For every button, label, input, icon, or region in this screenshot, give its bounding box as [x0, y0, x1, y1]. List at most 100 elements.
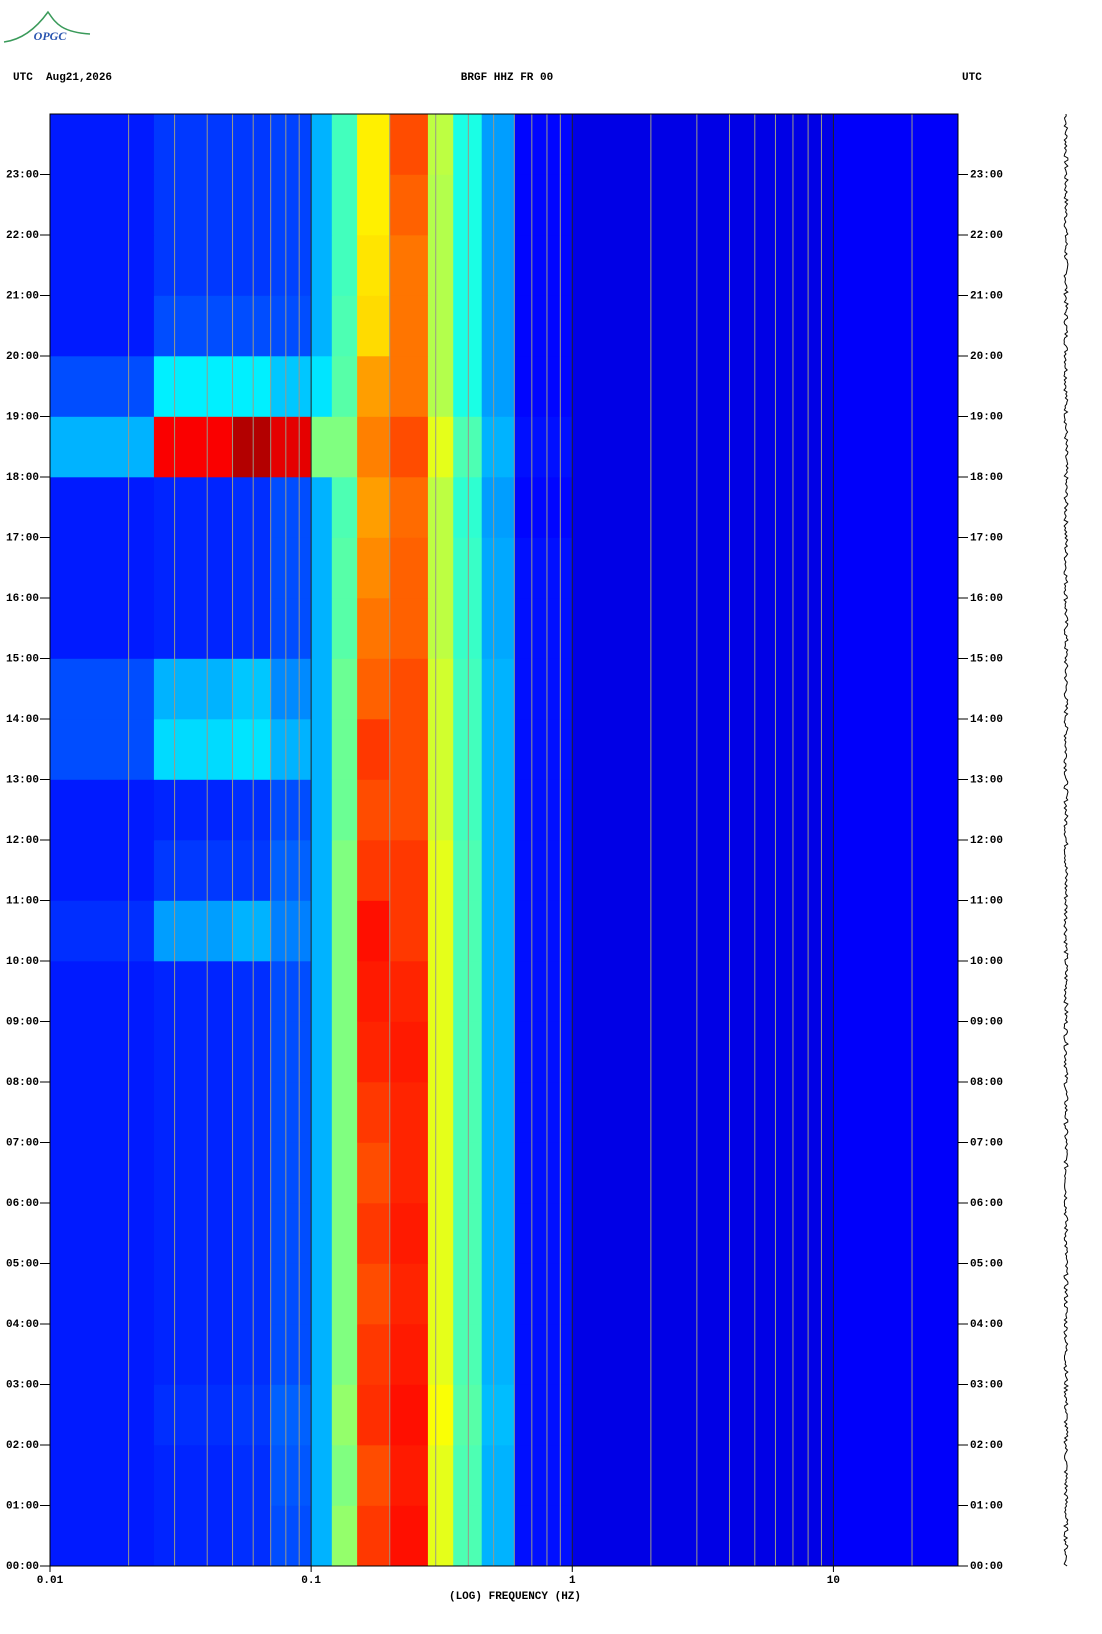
y-tick-label: 13:00 [6, 774, 39, 786]
spectrogram-cell [453, 356, 483, 417]
y-tick-label: 07:00 [6, 1137, 39, 1149]
spectrogram-cell [270, 961, 312, 1022]
spectrogram-cell [153, 235, 233, 296]
spectrogram-cell [572, 1082, 698, 1143]
y-tick-label: 15:00 [970, 653, 1003, 665]
spectrogram-cell [232, 416, 271, 478]
spectrogram-cell [153, 537, 233, 599]
spectrogram-cell [833, 779, 959, 841]
spectrogram-cell [427, 1445, 454, 1506]
spectrogram-cell [514, 900, 573, 962]
spectrogram-cell [427, 779, 454, 841]
spectrogram-cell [311, 1021, 333, 1083]
spectrogram-cell [357, 840, 391, 901]
spectrogram-cell [153, 1505, 233, 1567]
y-tick-label: 10:00 [6, 956, 39, 968]
spectrogram-cell [696, 356, 834, 417]
spectrogram-cell [270, 598, 312, 659]
spectrogram-cell [514, 1082, 573, 1143]
spectrogram-cell [389, 961, 429, 1022]
spectrogram-cell [232, 1324, 271, 1385]
spectrogram-cell [481, 598, 515, 659]
spectrogram-cell [311, 235, 333, 296]
spectrogram-cell [50, 537, 155, 599]
spectrogram-cell [153, 1203, 233, 1264]
y-tick-label: 14:00 [6, 714, 39, 726]
header-left: UTC Aug21,2026 [13, 72, 112, 84]
spectrogram-cell [311, 1445, 333, 1506]
spectrogram-cell [696, 840, 834, 901]
spectrogram-cell [696, 1142, 834, 1204]
spectrogram-cell [331, 779, 358, 841]
spectrogram-cell [232, 1142, 271, 1204]
spectrogram-cell [311, 900, 333, 962]
y-tick-label: 03:00 [970, 1379, 1003, 1391]
spectrogram-cell [572, 1384, 698, 1446]
spectrogram-cell [481, 114, 515, 175]
spectrogram-cell [453, 1203, 483, 1264]
spectrogram-cell [389, 477, 429, 538]
spectrogram-cell [453, 537, 483, 599]
spectrogram-cell [481, 961, 515, 1022]
spectrogram-cell [270, 779, 312, 841]
spectrogram-cell [572, 114, 698, 175]
spectrogram-cell [357, 174, 391, 236]
spectrogram-cell [153, 477, 233, 538]
spectrogram-cell [427, 295, 454, 357]
spectrogram-cell [696, 658, 834, 720]
spectrogram-cell [270, 1324, 312, 1385]
spectrogram-cell [357, 779, 391, 841]
spectrogram-cell [427, 900, 454, 962]
spectrogram-cell [833, 1021, 959, 1083]
spectrogram-cell [153, 1384, 233, 1446]
spectrogram-cell [453, 779, 483, 841]
spectrogram-cell [833, 840, 959, 901]
spectrogram-cell [427, 114, 454, 175]
spectrogram-cell [389, 719, 429, 780]
header-right: UTC [962, 72, 982, 84]
spectrogram-cell [514, 174, 573, 236]
spectrogram-cell [232, 537, 271, 599]
spectrogram-cell [357, 1082, 391, 1143]
spectrogram-cell [481, 1505, 515, 1567]
spectrogram-cell [572, 356, 698, 417]
y-tick-label: 17:00 [970, 532, 1003, 544]
spectrogram-cell [572, 1505, 698, 1567]
spectrogram-cell [357, 598, 391, 659]
spectrogram-cell [270, 840, 312, 901]
spectrogram-cell [696, 1384, 834, 1446]
spectrogram-cell [833, 416, 959, 478]
y-tick-label: 12:00 [6, 835, 39, 847]
spectrogram-cell [481, 1142, 515, 1204]
spectrogram-cell [331, 114, 358, 175]
spectrogram-cell [833, 1384, 959, 1446]
spectrogram-cell [481, 840, 515, 901]
spectrogram-cell [481, 719, 515, 780]
spectrogram-cell [833, 719, 959, 780]
spectrogram-cell [50, 295, 155, 357]
spectrogram-cell [453, 658, 483, 720]
y-tick-label: 08:00 [970, 1077, 1003, 1089]
spectrogram-cell [311, 114, 333, 175]
spectrogram-cell [833, 1082, 959, 1143]
spectrogram-cell [833, 658, 959, 720]
spectrogram-cell [453, 235, 483, 296]
spectrogram-cell [389, 1082, 429, 1143]
spectrogram-cell [232, 1445, 271, 1506]
spectrogram-cell [311, 719, 333, 780]
spectrogram-cell [50, 1142, 155, 1204]
spectrogram-cell [311, 1324, 333, 1385]
spectrogram-cell [331, 840, 358, 901]
spectrogram-cell [514, 961, 573, 1022]
spectrogram-cell [481, 1082, 515, 1143]
y-tick-label: 06:00 [6, 1198, 39, 1210]
spectrogram-cell [331, 1082, 358, 1143]
spectrogram-cell [50, 658, 155, 720]
spectrogram-cell [481, 235, 515, 296]
spectrogram-cell [270, 1021, 312, 1083]
spectrogram-cell [453, 840, 483, 901]
spectrogram-cell [572, 1324, 698, 1385]
logo-curve [3, 10, 91, 43]
spectrogram-cell [572, 840, 698, 901]
spectrogram-cell [389, 416, 429, 478]
